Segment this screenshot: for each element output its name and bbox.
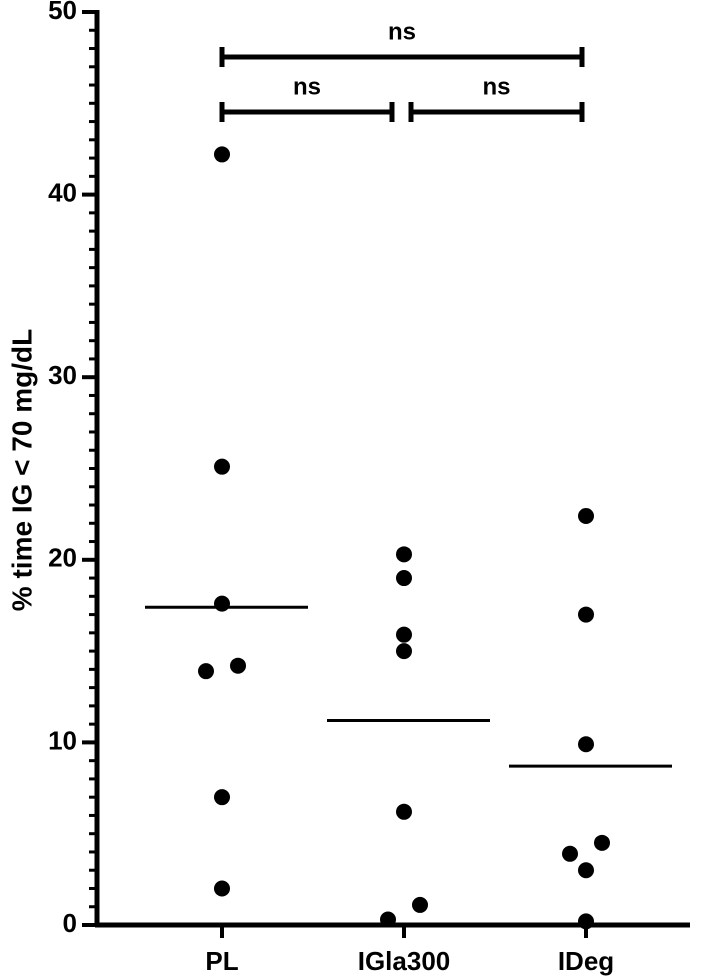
data-point: [578, 606, 594, 623]
data-point: [380, 911, 396, 928]
data-point: [230, 657, 246, 674]
data-point: [396, 626, 412, 643]
data-point: [578, 736, 594, 753]
data-point: [214, 458, 230, 475]
y-axis-label: % time IG < 70 mg/dL: [6, 329, 37, 611]
y-tick-label: 50: [48, 0, 77, 25]
data-point: [562, 845, 578, 862]
y-tick-label: 30: [48, 360, 77, 390]
data-point: [412, 896, 428, 913]
x-tick-label: IGla300: [358, 946, 451, 976]
y-tick-label: 0: [63, 908, 77, 938]
data-point: [578, 913, 594, 930]
x-tick-label: PL: [205, 946, 238, 976]
data-point: [578, 507, 594, 524]
data-point: [198, 663, 214, 680]
significance-label: ns: [388, 18, 416, 45]
data-point: [214, 880, 230, 897]
y-tick-label: 40: [48, 177, 77, 207]
y-tick-label: 10: [48, 725, 77, 755]
significance-label: ns: [293, 73, 321, 100]
data-point: [214, 595, 230, 612]
data-point: [578, 862, 594, 879]
data-point: [214, 789, 230, 806]
data-point: [396, 546, 412, 563]
data-point: [396, 570, 412, 587]
data-point: [214, 146, 230, 163]
x-tick-label: IDeg: [558, 946, 614, 976]
data-point: [594, 834, 610, 851]
data-point: [396, 803, 412, 820]
y-tick-label: 20: [48, 543, 77, 573]
data-point: [396, 643, 412, 660]
significance-label: ns: [482, 73, 510, 100]
